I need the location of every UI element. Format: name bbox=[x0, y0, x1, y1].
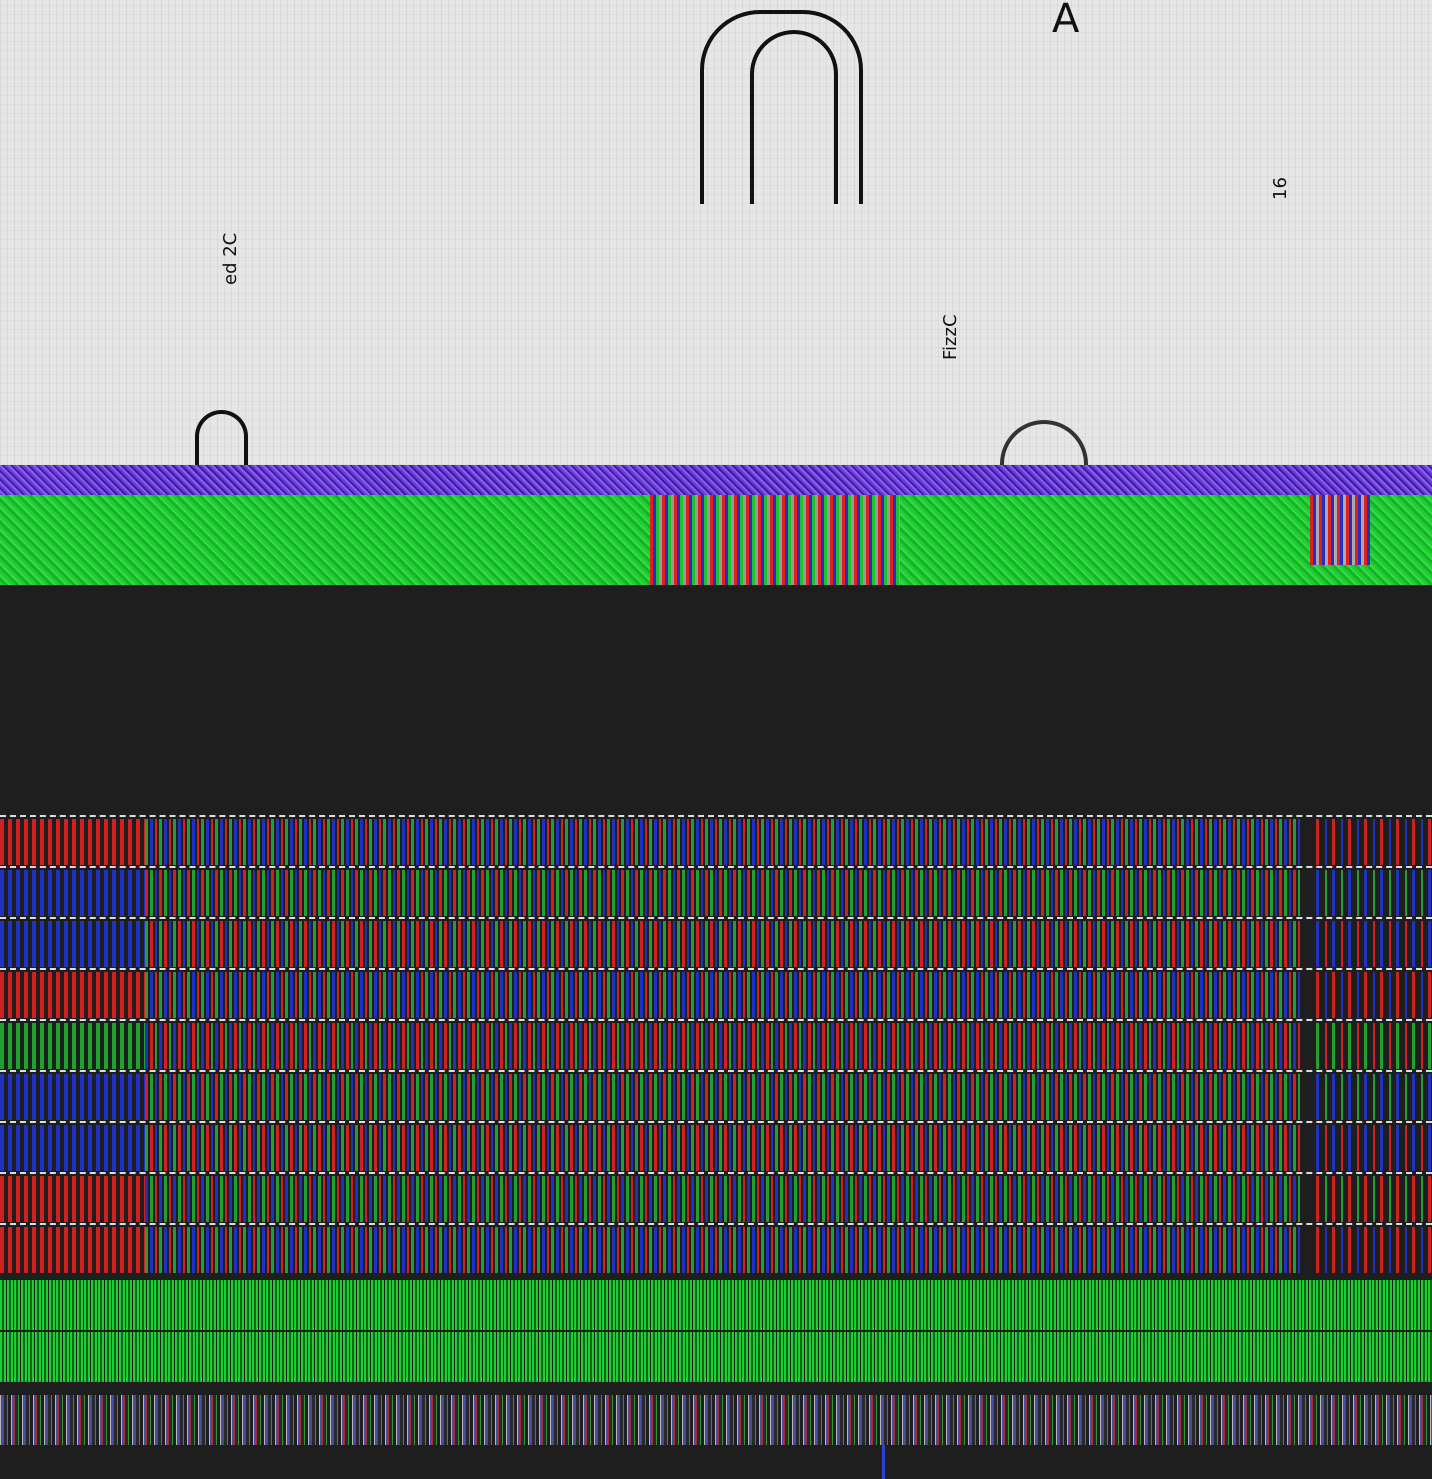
grid-cell-band bbox=[145, 870, 1300, 916]
grid-cell-band bbox=[145, 1023, 1300, 1069]
grid-cell-band bbox=[1316, 870, 1432, 916]
grid-cell-band bbox=[1316, 1125, 1432, 1171]
grid-cell-band bbox=[1316, 1074, 1432, 1120]
grid-row bbox=[0, 1223, 1432, 1275]
dark-region bbox=[0, 585, 1432, 815]
label-16: 16 bbox=[1270, 177, 1291, 200]
grid-cell-band bbox=[1316, 972, 1432, 1018]
grid-row bbox=[0, 968, 1432, 1020]
grid-cell-band bbox=[145, 1125, 1300, 1171]
grid-cell-band bbox=[145, 819, 1300, 865]
grid-cell-band bbox=[0, 972, 145, 1018]
grid-cell-band bbox=[1316, 1176, 1432, 1222]
stripe-block bbox=[650, 495, 900, 585]
label-a: A bbox=[1052, 0, 1080, 42]
grid-row bbox=[0, 1121, 1432, 1173]
grid-row bbox=[0, 1172, 1432, 1224]
grid-cell-band bbox=[0, 1125, 145, 1171]
grid-cell-band bbox=[0, 1074, 145, 1120]
grid-cell-band bbox=[145, 921, 1300, 967]
grid-cell-band bbox=[0, 819, 145, 865]
arch-shape-small bbox=[195, 410, 248, 469]
green-row-1 bbox=[0, 1280, 1432, 1330]
grid-cell-band bbox=[1316, 819, 1432, 865]
violet-band bbox=[0, 465, 1432, 495]
grid-cell-band bbox=[1316, 1227, 1432, 1273]
color-grid bbox=[0, 815, 1432, 1280]
grid-cell-band bbox=[0, 1176, 145, 1222]
grid-row bbox=[0, 917, 1432, 969]
grid-cell-band bbox=[0, 921, 145, 967]
grid-cell-band bbox=[1316, 1023, 1432, 1069]
grid-row bbox=[0, 1070, 1432, 1122]
grid-cell-band bbox=[145, 972, 1300, 1018]
label-ed2c: ed 2C bbox=[220, 232, 241, 285]
green-band bbox=[0, 495, 1432, 585]
green-grid bbox=[0, 1280, 1432, 1395]
grid-row bbox=[0, 1019, 1432, 1071]
arch-shape-mid bbox=[1000, 420, 1088, 469]
grid-cell-band bbox=[1316, 921, 1432, 967]
arch-shape-inner bbox=[750, 30, 838, 204]
bottom-strip bbox=[0, 1445, 1432, 1479]
grid-cell-band bbox=[145, 1227, 1300, 1273]
grid-row bbox=[0, 815, 1432, 867]
stripe-block-right bbox=[1310, 495, 1370, 565]
label-fizz: FizzC bbox=[940, 314, 961, 360]
grid-cell-band bbox=[145, 1074, 1300, 1120]
grid-cell-band bbox=[0, 1227, 145, 1273]
arch-shape-large bbox=[700, 10, 863, 204]
grid-cell-band bbox=[0, 870, 145, 916]
grid-cell-band bbox=[0, 1023, 145, 1069]
noise-footer bbox=[0, 1395, 1432, 1445]
top-panel: A ed 2C FizzC 16 bbox=[0, 0, 1432, 469]
grid-row bbox=[0, 866, 1432, 918]
grid-cell-band bbox=[145, 1176, 1300, 1222]
bottom-tick bbox=[882, 1445, 885, 1479]
green-row-2 bbox=[0, 1332, 1432, 1382]
